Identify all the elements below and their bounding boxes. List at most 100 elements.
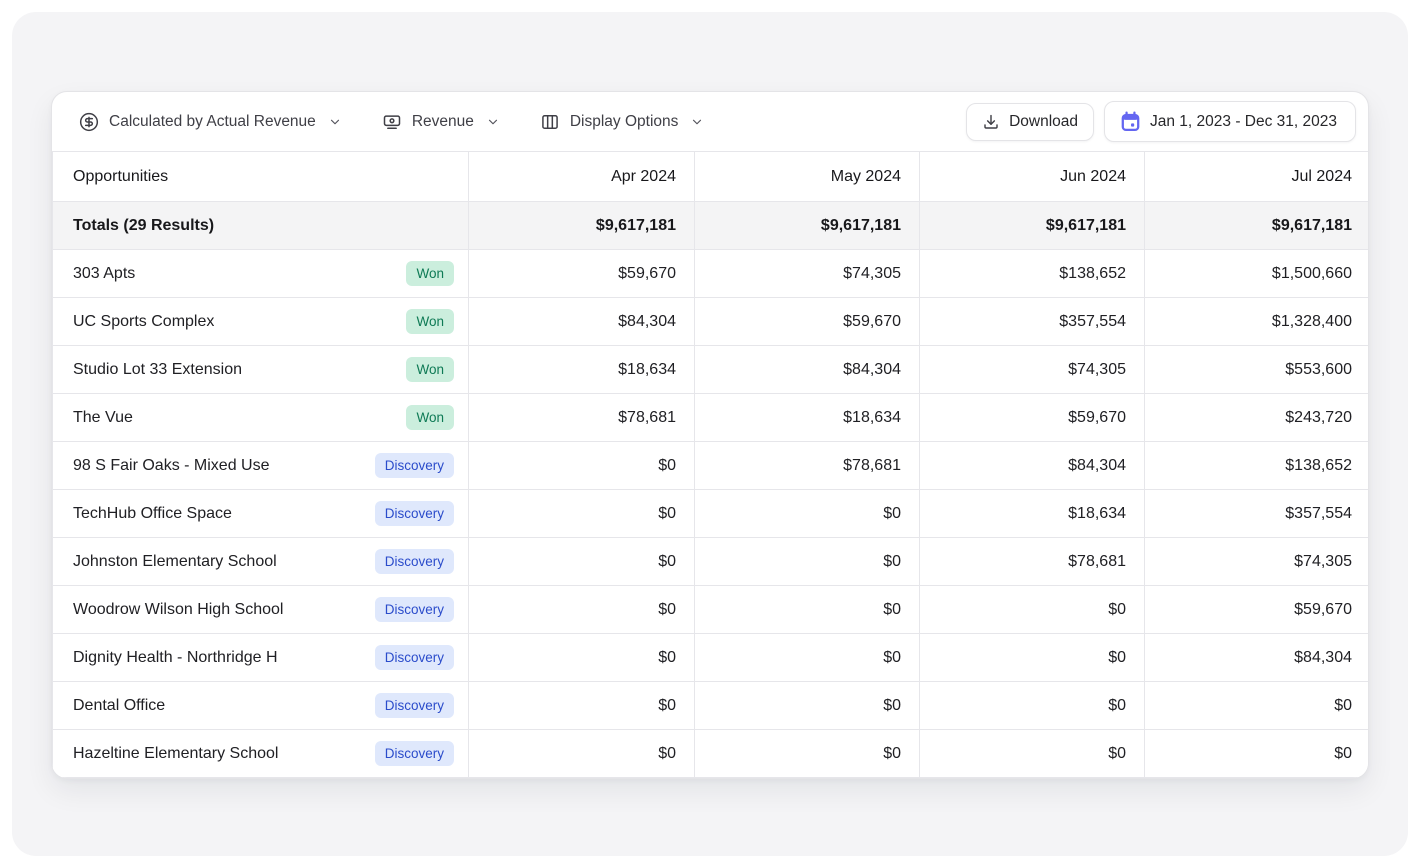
opportunity-name: 303 Apts <box>73 264 136 282</box>
stage-badge: Discovery <box>374 644 454 671</box>
table-row[interactable]: TechHub Office Space Discovery $0 $0 $18… <box>52 489 1368 538</box>
display-options-label: Display Options <box>569 112 679 130</box>
table-header-row: Opportunities Apr 2024 May 2024 Jun 2024… <box>52 151 1368 202</box>
value-jul: $1,328,400 <box>1144 297 1368 346</box>
column-header-jul-2024: Jul 2024 <box>1144 151 1368 202</box>
value-apr: $18,634 <box>468 345 695 394</box>
banknote-icon <box>382 112 402 132</box>
opportunity-name: Woodrow Wilson High School <box>73 600 284 618</box>
totals-label: Totals (29 Results) <box>52 201 469 250</box>
value-may: $0 <box>694 585 920 634</box>
value-jul: $138,652 <box>1144 441 1368 490</box>
table-row[interactable]: Hazeltine Elementary School Discovery $0… <box>52 729 1368 778</box>
value-may: $84,304 <box>694 345 920 394</box>
value-apr: $0 <box>468 633 695 682</box>
value-jul: $74,305 <box>1144 537 1368 586</box>
value-jun: $0 <box>919 633 1145 682</box>
table-row[interactable]: Dignity Health - Northridge H Discovery … <box>52 633 1368 682</box>
table-row[interactable]: Studio Lot 33 Extension Won $18,634 $84,… <box>52 345 1368 394</box>
toolbar-right-group: Download Jan 1, 2023 - Dec 31, 2023 <box>966 101 1356 142</box>
toolbar-left-group: Calculated by Actual Revenue Revenue <box>79 112 704 132</box>
calendar-icon <box>1120 111 1141 132</box>
value-may: $18,634 <box>694 393 920 442</box>
value-apr: $0 <box>468 489 695 538</box>
stage-badge: Discovery <box>374 596 454 623</box>
opportunity-name: The Vue <box>73 408 133 426</box>
download-button[interactable]: Download <box>966 102 1094 141</box>
value-apr: $84,304 <box>468 297 695 346</box>
value-apr: $59,670 <box>468 249 695 298</box>
stage-badge: Won <box>406 260 454 287</box>
opportunity-name: Hazeltine Elementary School <box>73 744 279 762</box>
value-jun: $0 <box>919 681 1145 730</box>
value-apr: $0 <box>468 681 695 730</box>
toolbar: Calculated by Actual Revenue Revenue <box>52 92 1368 151</box>
value-jun: $84,304 <box>919 441 1145 490</box>
table-row[interactable]: 98 S Fair Oaks - Mixed Use Discovery $0 … <box>52 441 1368 490</box>
opportunity-name: Dignity Health - Northridge H <box>73 648 278 666</box>
opportunity-name: Johnston Elementary School <box>73 552 277 570</box>
value-may: $74,305 <box>694 249 920 298</box>
value-jun: $357,554 <box>919 297 1145 346</box>
calculated-by-dropdown[interactable]: Calculated by Actual Revenue <box>79 112 342 132</box>
column-header-jun-2024: Jun 2024 <box>919 151 1145 202</box>
value-apr: $0 <box>468 441 695 490</box>
totals-value-jul: $9,617,181 <box>1144 201 1368 250</box>
value-may: $0 <box>694 489 920 538</box>
chevron-down-icon <box>328 115 342 129</box>
value-apr: $0 <box>468 537 695 586</box>
value-jun: $0 <box>919 729 1145 778</box>
value-jul: $59,670 <box>1144 585 1368 634</box>
column-header-apr-2024: Apr 2024 <box>468 151 695 202</box>
opportunity-name: UC Sports Complex <box>73 312 215 330</box>
stage-badge: Discovery <box>374 692 454 719</box>
stage-badge: Discovery <box>374 548 454 575</box>
value-may: $78,681 <box>694 441 920 490</box>
totals-value-apr: $9,617,181 <box>468 201 695 250</box>
value-jul: $1,500,660 <box>1144 249 1368 298</box>
download-icon <box>982 113 1000 131</box>
totals-value-jun: $9,617,181 <box>919 201 1145 250</box>
value-apr: $78,681 <box>468 393 695 442</box>
value-jul: $84,304 <box>1144 633 1368 682</box>
value-may: $0 <box>694 681 920 730</box>
metric-dropdown[interactable]: Revenue <box>382 112 500 132</box>
column-header-may-2024: May 2024 <box>694 151 920 202</box>
calculated-by-label: Calculated by Actual Revenue <box>109 112 316 130</box>
value-may: $0 <box>694 729 920 778</box>
chevron-down-icon <box>690 115 704 129</box>
table-row[interactable]: Woodrow Wilson High School Discovery $0 … <box>52 585 1368 634</box>
stage-badge: Won <box>406 404 454 431</box>
totals-row: Totals (29 Results) $9,617,181 $9,617,18… <box>52 201 1368 250</box>
value-jun: $138,652 <box>919 249 1145 298</box>
value-jun: $78,681 <box>919 537 1145 586</box>
totals-value-may: $9,617,181 <box>694 201 920 250</box>
value-jul: $357,554 <box>1144 489 1368 538</box>
value-may: $0 <box>694 633 920 682</box>
table-row[interactable]: 303 Apts Won $59,670 $74,305 $138,652 $1… <box>52 249 1368 298</box>
value-jun: $0 <box>919 585 1145 634</box>
stage-badge: Discovery <box>374 740 454 767</box>
report-card: Calculated by Actual Revenue Revenue <box>51 91 1369 779</box>
table-row[interactable]: Johnston Elementary School Discovery $0 … <box>52 537 1368 586</box>
circle-dollar-icon <box>79 112 99 132</box>
stage-badge: Won <box>406 356 454 383</box>
stage-badge: Discovery <box>374 452 454 479</box>
value-jun: $18,634 <box>919 489 1145 538</box>
opportunity-name: 98 S Fair Oaks - Mixed Use <box>73 456 270 474</box>
table-row[interactable]: The Vue Won $78,681 $18,634 $59,670 $243… <box>52 393 1368 442</box>
stage-badge: Discovery <box>374 500 454 527</box>
display-options-dropdown[interactable]: Display Options <box>540 112 705 132</box>
table-row[interactable]: UC Sports Complex Won $84,304 $59,670 $3… <box>52 297 1368 346</box>
opportunity-name: Studio Lot 33 Extension <box>73 360 243 378</box>
stage-badge: Won <box>406 308 454 335</box>
opportunity-name: TechHub Office Space <box>73 504 232 522</box>
table-row[interactable]: Dental Office Discovery $0 $0 $0 $0 <box>52 681 1368 730</box>
column-header-opportunities: Opportunities <box>52 151 469 202</box>
value-jul: $0 <box>1144 729 1368 778</box>
value-apr: $0 <box>468 585 695 634</box>
date-range-button[interactable]: Jan 1, 2023 - Dec 31, 2023 <box>1104 101 1356 142</box>
value-may: $0 <box>694 537 920 586</box>
value-jun: $59,670 <box>919 393 1145 442</box>
page-background: Calculated by Actual Revenue Revenue <box>12 12 1408 856</box>
